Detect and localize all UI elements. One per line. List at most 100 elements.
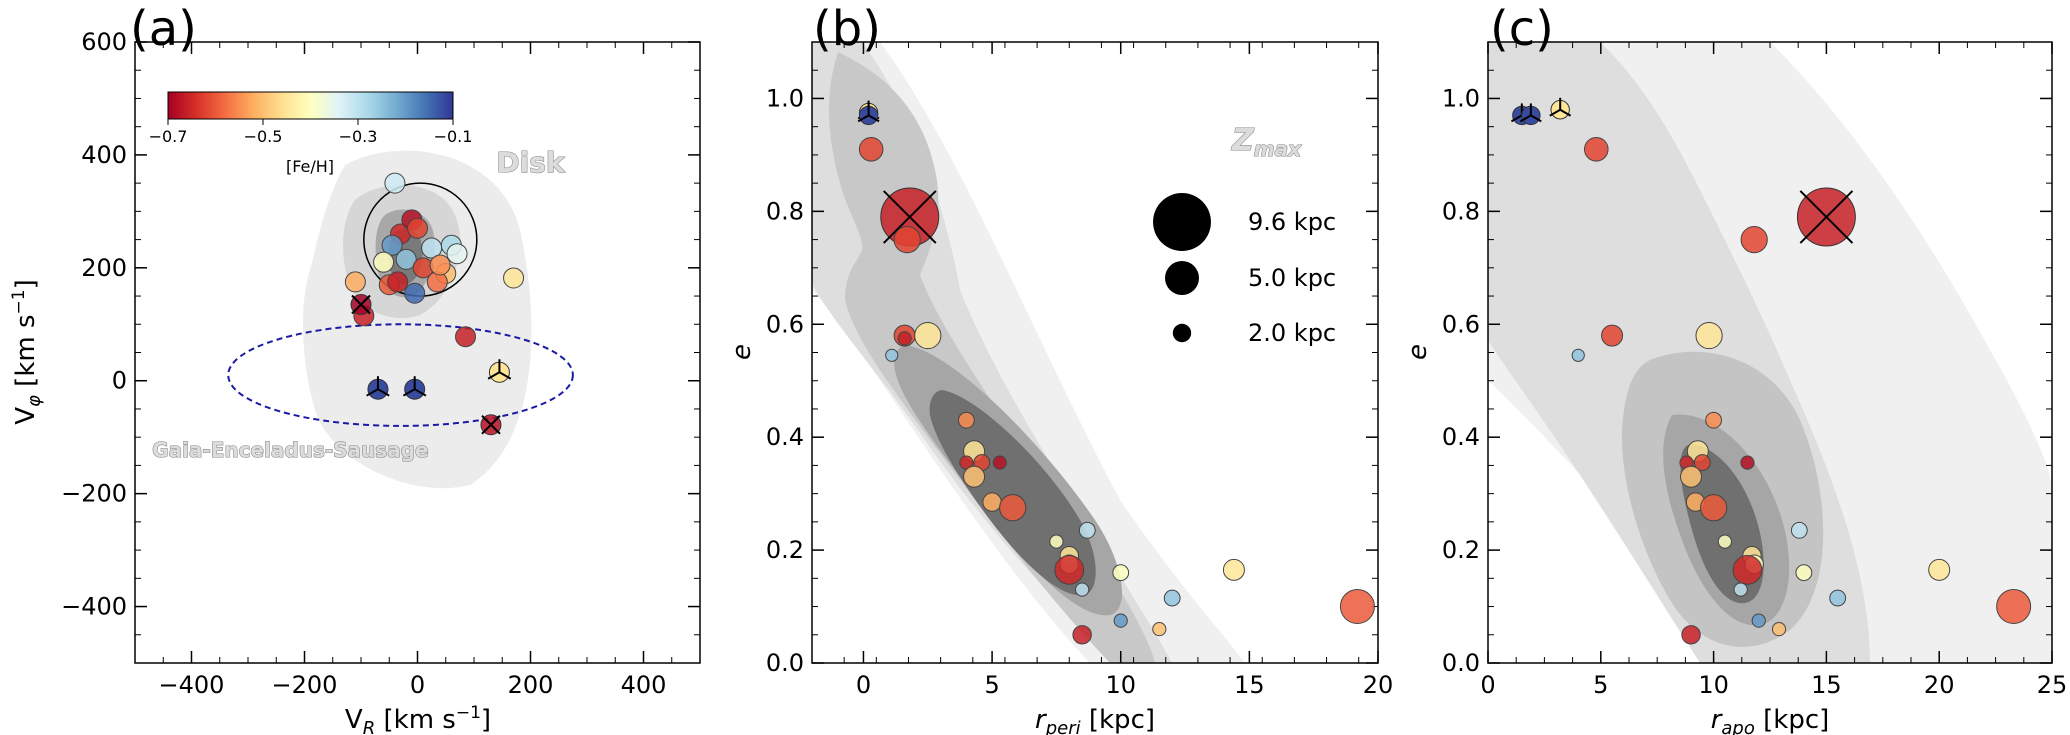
- xlabel-a-sub: R: [363, 718, 376, 735]
- data-point: [1222, 558, 1245, 581]
- x-tick-label: 5: [1593, 671, 1608, 699]
- data-point: [1732, 554, 1763, 585]
- data-point: [429, 254, 451, 276]
- data-point-tri-arm: [1519, 114, 1532, 123]
- xlabel-a-exp: −1: [456, 703, 481, 723]
- data-point: [373, 251, 395, 273]
- data-point: [1075, 582, 1090, 597]
- gse-annotation: Gaia-Enceladus-Sausage: [152, 438, 428, 462]
- data-point: [404, 282, 426, 304]
- data-point: [446, 243, 468, 265]
- x-tick-label: 0: [856, 671, 871, 699]
- y-tick-label: 1.0: [766, 84, 804, 112]
- gse-ellipse: [227, 323, 574, 427]
- x-tick-label: 15: [1234, 671, 1265, 699]
- panel-b-label: (b): [813, 1, 881, 57]
- panel-b-xlabel: rperi [kpc]: [1035, 705, 1155, 735]
- ylabel-a-exp: −1: [9, 289, 29, 314]
- panel-a: −400 −200 0 200 400 −400 −200 0 200 400 600 Disk G…: [9, 1, 701, 735]
- data-point: [1705, 411, 1722, 429]
- data-point: [897, 331, 912, 346]
- data-point-tri: [1519, 103, 1542, 126]
- data-point-x: [880, 187, 940, 247]
- xlabel-a-unit: [km s: [375, 705, 456, 735]
- x-tick-label: 20: [1924, 671, 1955, 699]
- panel-c: 0 5 10 15 20 25 0.0 0.2 0.4 0.6 0.8 1.0 (c) rapo [k…: [1403, 1, 2067, 735]
- data-point: [1790, 521, 1808, 539]
- data-point: [1733, 582, 1748, 597]
- zmax-legend-marker: [1153, 193, 1211, 251]
- data-point-x-stroke: [882, 190, 937, 244]
- y-tick-label: 0.0: [1442, 649, 1480, 677]
- data-point: [1695, 321, 1723, 350]
- panel-c-axes: 0 5 10 15 20 25 0.0 0.2 0.4 0.6 0.8 1.0: [1442, 41, 2067, 699]
- data-point: [963, 465, 986, 488]
- y-tick-label: 0.4: [766, 423, 804, 451]
- data-point: [1829, 589, 1847, 607]
- panel-a-points: [344, 172, 525, 436]
- panel-c-points: [1510, 97, 2032, 645]
- colorbar-label: [Fe/H]: [286, 157, 334, 176]
- data-point: [1740, 225, 1768, 254]
- panel-c-xlabel: rapo [kpc]: [1711, 705, 1830, 735]
- y-tick-label: 0.2: [766, 536, 804, 564]
- data-point: [1693, 454, 1711, 471]
- x-tick-label: −400: [159, 671, 225, 699]
- data-point-tri-arm: [366, 388, 379, 397]
- panel-b-density-contours: [812, 42, 1245, 663]
- colorbar-tick-label: −0.7: [149, 127, 188, 146]
- data-point: [1601, 324, 1624, 347]
- data-point: [1751, 613, 1766, 628]
- zmax-legend-label: 9.6 kpc: [1248, 208, 1336, 236]
- y-tick-label: 0.4: [1442, 423, 1480, 451]
- x-tick-label: 0: [1480, 671, 1495, 699]
- y-tick-label: 0.0: [766, 649, 804, 677]
- panel-c-ylabel: e: [1403, 344, 1433, 360]
- data-point: [384, 172, 406, 194]
- x-tick-label: −200: [272, 671, 338, 699]
- data-point-tri: [402, 376, 427, 400]
- zmax-legend-label: 5.0 kpc: [1248, 264, 1336, 292]
- ylabel-a-unit: [km s: [11, 314, 41, 395]
- panel-a-xlabel: VR [km s−1]: [345, 703, 491, 735]
- data-point: [1078, 521, 1096, 539]
- data-point: [1680, 465, 1703, 488]
- y-tick-label: 0.6: [1442, 310, 1480, 338]
- data-point-tri: [857, 103, 880, 126]
- colorbar-gradient: [167, 91, 454, 120]
- data-point: [503, 267, 525, 289]
- data-point-tri-arm: [414, 388, 427, 397]
- data-point-tri-arm: [1530, 114, 1542, 123]
- y-tick-label: 0.6: [766, 310, 804, 338]
- y-tick-label: −400: [61, 593, 127, 621]
- ylabel-a-end: ]: [11, 279, 41, 289]
- x-tick-label: 5: [984, 671, 999, 699]
- panel-a-label: (a): [130, 1, 197, 57]
- data-point: [1049, 534, 1064, 549]
- x-tick-label: 20: [1363, 671, 1394, 699]
- x-tick-label: 200: [508, 671, 554, 699]
- data-point: [1152, 622, 1167, 637]
- data-point: [455, 326, 477, 348]
- zmax-legend-marker: [1165, 261, 1199, 295]
- data-point: [387, 271, 409, 293]
- zmax-title-sub: max: [1254, 137, 1302, 161]
- data-point-tri-arm: [377, 388, 390, 397]
- data-point: [344, 271, 366, 293]
- x-tick-label: 10: [1698, 671, 1729, 699]
- data-point-x-stroke: [351, 294, 371, 315]
- data-point: [1717, 534, 1732, 549]
- xlabel-b-unit: [kpc]: [1081, 705, 1155, 735]
- data-point-tri-arm: [498, 371, 512, 380]
- data-point: [1571, 348, 1585, 362]
- data-point: [893, 225, 921, 254]
- y-tick-label: 1.0: [1442, 84, 1480, 112]
- data-point-x: [480, 414, 502, 436]
- data-point-tri-arm: [487, 371, 500, 380]
- ylabel-a-sub: φ: [24, 395, 45, 407]
- data-point: [982, 492, 1002, 512]
- data-point-x: [350, 294, 372, 316]
- panel-b-points: [857, 100, 1375, 645]
- data-point: [1112, 564, 1130, 582]
